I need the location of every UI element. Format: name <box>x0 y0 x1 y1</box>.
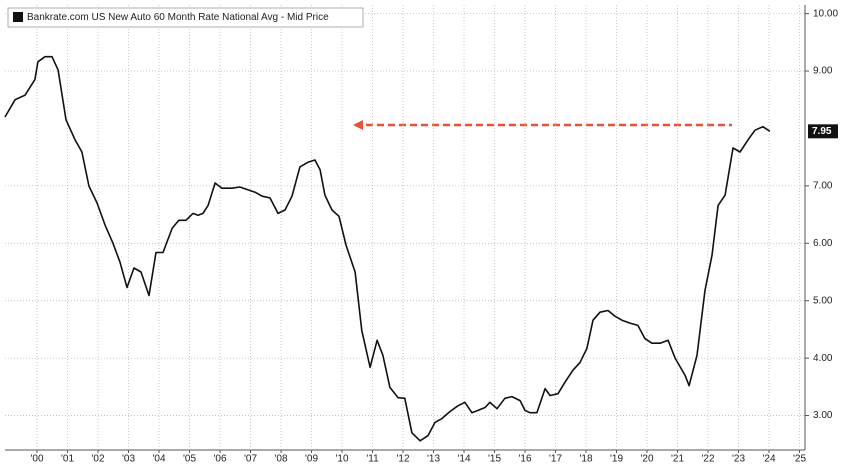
x-tick-label: '17 <box>549 454 562 465</box>
x-tick-label: '18 <box>579 454 592 465</box>
y-tick-label: 9.00 <box>813 66 833 77</box>
x-tick-label: '15 <box>488 454 501 465</box>
x-tick-label: '00 <box>31 454 44 465</box>
x-tick-label: '12 <box>396 454 409 465</box>
last-value-box <box>808 124 838 139</box>
x-tick-label: '25 <box>793 454 806 465</box>
legend-label: Bankrate.com US New Auto 60 Month Rate N… <box>27 12 329 23</box>
legend-box <box>7 7 364 28</box>
x-tick-label: '19 <box>610 454 623 465</box>
arrow-head <box>353 120 363 130</box>
y-tick-label: 7.00 <box>813 181 833 192</box>
y-tick-label: 6.00 <box>813 238 833 249</box>
y-tick-label: 5.00 <box>813 295 833 306</box>
x-tick-label: '02 <box>91 454 104 465</box>
x-tick-label: '22 <box>701 454 714 465</box>
x-tick-label: '14 <box>457 454 470 465</box>
x-tick-label: '07 <box>244 454 257 465</box>
x-tick-label: '01 <box>61 454 74 465</box>
x-tick-label: '20 <box>640 454 653 465</box>
legend: Bankrate.com US New Auto 60 Month Rate N… <box>7 7 364 28</box>
x-tick-label: '04 <box>152 454 165 465</box>
x-tick-label: '08 <box>274 454 287 465</box>
x-tick-label: '23 <box>732 454 745 465</box>
y-tick-label: 10.00 <box>813 8 838 19</box>
y-tick-label: 4.00 <box>813 353 833 364</box>
x-tick-label: '11 <box>366 454 379 465</box>
x-tick-label: '03 <box>122 454 135 465</box>
line-series <box>4 55 771 442</box>
last-value-label: 7.95 <box>812 126 832 137</box>
y-tick-label: 3.00 <box>813 410 833 421</box>
x-tick-label: '09 <box>305 454 318 465</box>
x-tick-label: '24 <box>762 454 775 465</box>
x-tick-label: '21 <box>671 454 684 465</box>
x-tick-label: '06 <box>213 454 226 465</box>
x-tick-label: '16 <box>518 454 531 465</box>
x-tick-label: '13 <box>427 454 440 465</box>
x-tick-label: '10 <box>335 454 348 465</box>
legend-swatch <box>13 12 23 22</box>
x-tick-label: '05 <box>183 454 196 465</box>
